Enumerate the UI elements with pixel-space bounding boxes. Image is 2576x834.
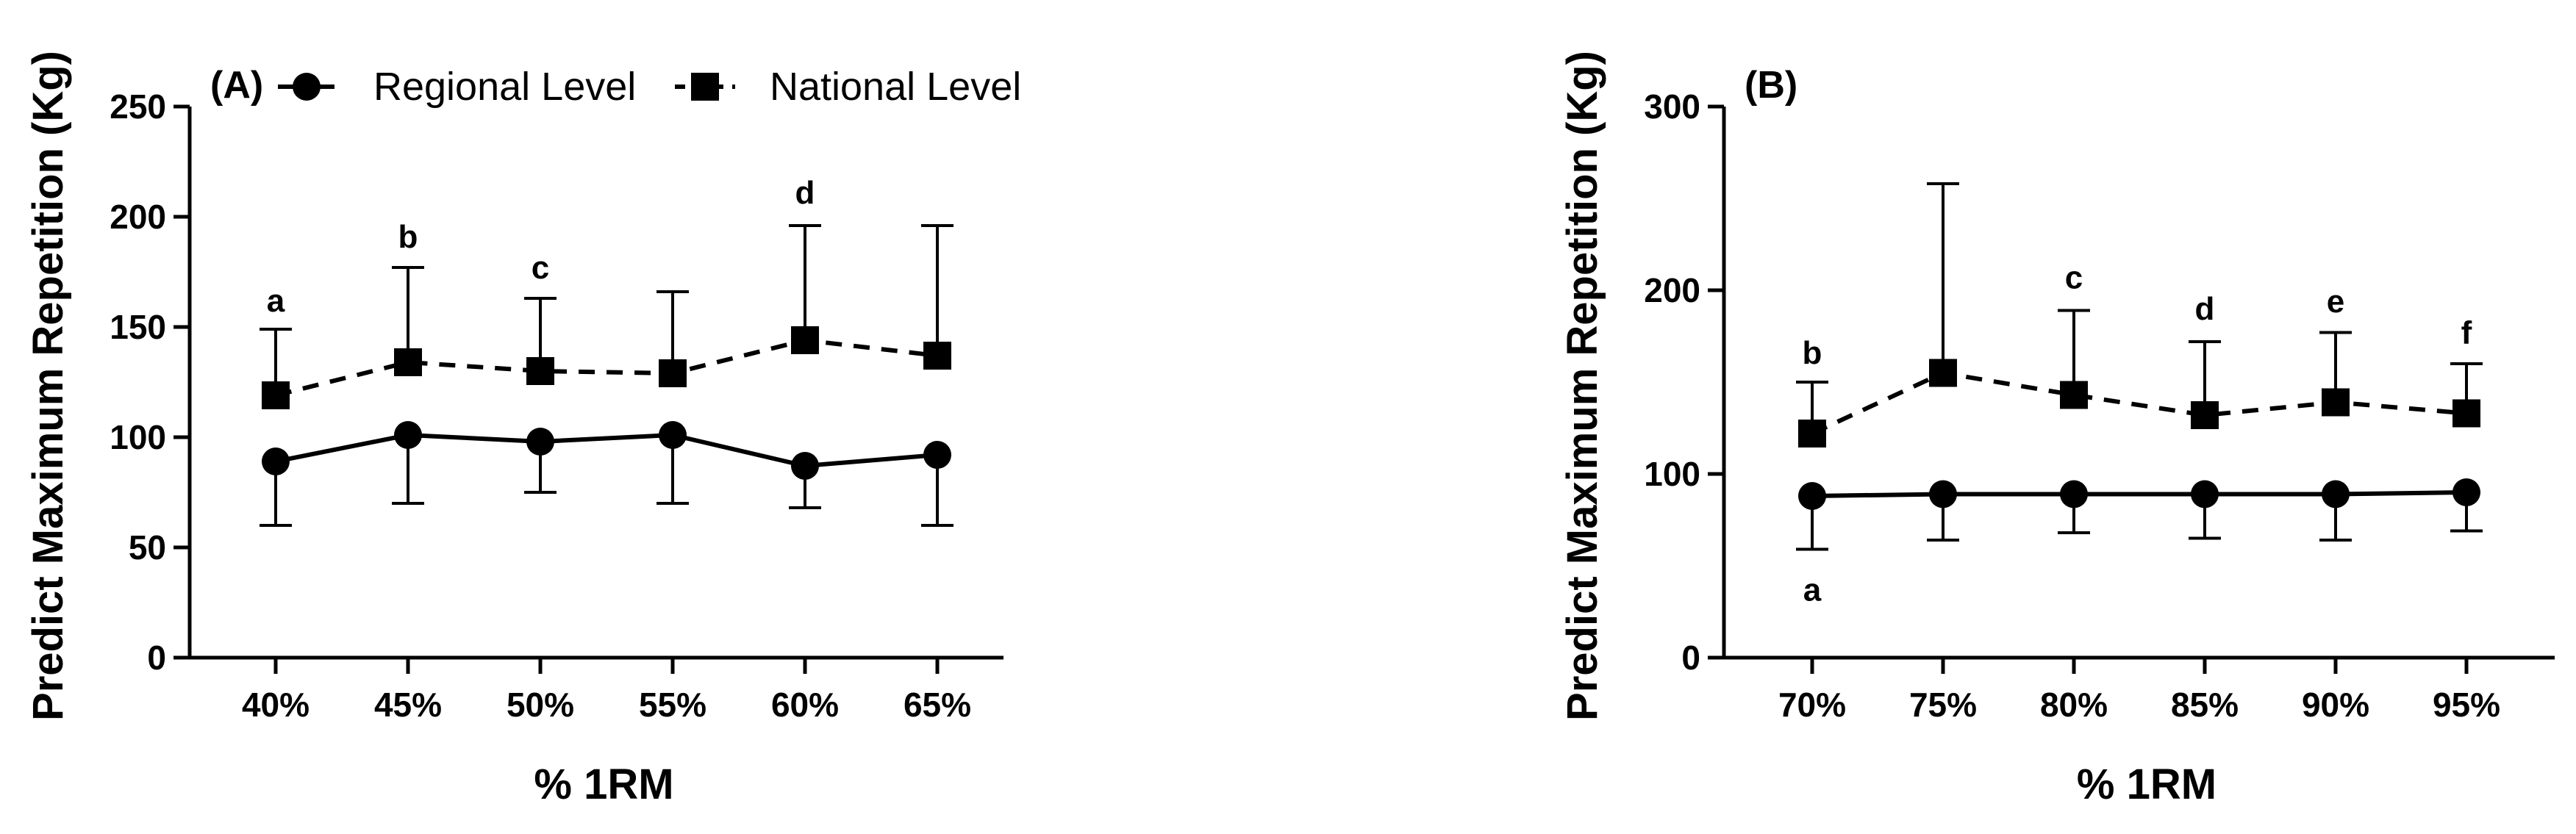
x-tick-label: 55% [639,686,706,724]
regional-point [394,421,422,449]
significance-label: b [1803,335,1822,371]
national-point [791,326,819,354]
regional-point [2322,480,2350,508]
national-point [2452,399,2480,428]
legend-national-marker [691,73,719,101]
regional-point [2452,478,2480,506]
y-tick-label: 100 [1644,455,1700,493]
regional-point [262,447,290,475]
panel-label: (B) [1745,64,1797,107]
x-tick-label: 70% [1778,686,1846,724]
y-tick-label: 200 [110,198,166,236]
x-tick-label: 65% [904,686,971,724]
national-series-line [1811,370,2467,436]
y-tick-label: 200 [1644,271,1700,309]
x-tick-label: 85% [2171,686,2239,724]
legend-national-label: National Level [770,65,1021,109]
y-tick-label: 300 [1644,87,1700,126]
significance-label: a [1803,572,1822,608]
significance-label: b [398,219,418,255]
panel-a: 0 50 100 150 200 250 40% 45% 50% 55% 60% 65% Predict… [24,51,1021,808]
regional-series-line [275,432,938,469]
y-tick-label: 250 [110,87,166,126]
national-point [659,359,687,387]
significance-label: a [267,283,285,319]
national-point [526,357,554,385]
significance-label: c [2065,260,2083,296]
national-point [394,348,422,376]
national-point [2191,401,2219,429]
regional-point [791,452,819,480]
y-tick-label: 50 [129,528,166,567]
regional-point [1929,480,1957,508]
x-tick-label: 50% [507,686,574,724]
x-tick-label: 60% [771,686,839,724]
national-point [262,381,290,409]
significance-label: e [2327,284,2344,320]
x-axis-title: % 1RM [534,761,673,808]
panel-label: (A) [210,64,263,107]
x-tick-label: 40% [242,686,310,724]
regional-point [526,428,554,456]
x-tick-label: 75% [1909,686,1977,724]
legend: Regional Level National Level [278,65,1021,109]
x-tick-label: 80% [2040,686,2108,724]
x-tick-label: 45% [374,686,442,724]
y-axis-title: Predict Maximum Repetition (Kg) [1559,51,1606,721]
regional-point [2060,480,2088,508]
x-axis-title: % 1RM [2077,761,2217,808]
legend-regional-label: Regional Level [373,65,636,109]
national-point [923,342,951,370]
panel-b: 0 100 200 300 70% 75% 80% 85% 90% 95% Predict Maxi… [1559,51,2555,808]
national-point [1929,359,1957,387]
significance-label: d [2195,291,2215,327]
significance-label: d [795,175,815,211]
regional-point [923,441,951,469]
y-axis-title: Predict Maximum Repetition (Kg) [24,51,72,721]
significance-label: f [2461,315,2472,351]
legend-regional-marker [293,73,321,101]
national-series-line [275,337,938,398]
regional-point [1798,482,1826,510]
national-point [2322,388,2350,417]
x-tick-label: 90% [2302,686,2369,724]
significance-label: c [532,250,549,286]
regional-series-line [1811,490,2467,498]
y-tick-label: 100 [110,418,166,456]
y-tick-label: 0 [1681,639,1700,677]
regional-point [2191,480,2219,508]
y-tick-label: 150 [110,308,166,346]
national-point [1798,420,1826,447]
x-tick-label: 95% [2433,686,2500,724]
national-point [2060,381,2088,409]
y-tick-label: 0 [147,639,166,677]
regional-point [659,421,687,449]
